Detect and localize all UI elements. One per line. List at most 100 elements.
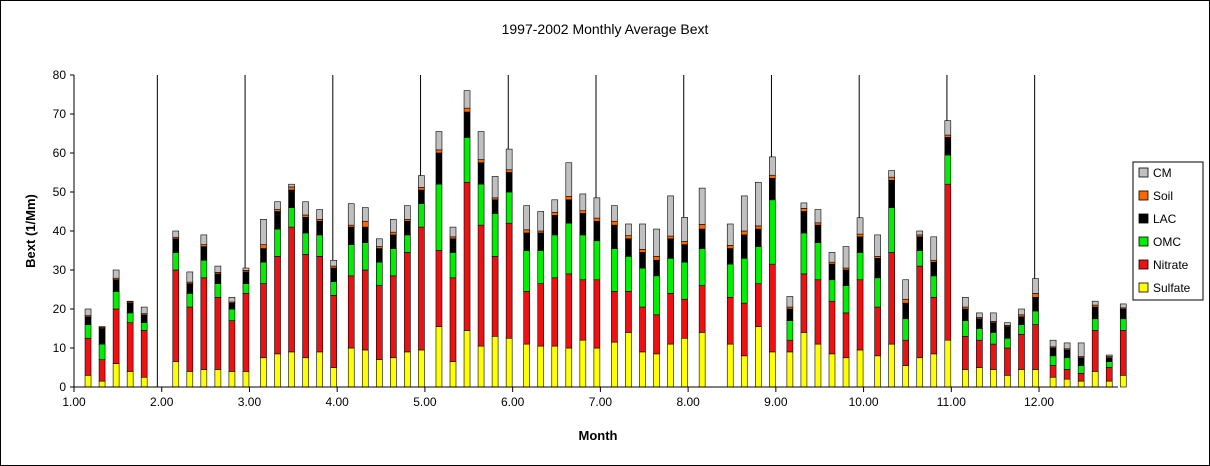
bar-segment-sulfate-46 [754, 326, 762, 388]
bar-segment-soil-38 [639, 249, 646, 253]
bar-segment-soil-42 [698, 224, 706, 230]
bar-segment-omc-49 [800, 232, 808, 275]
bar-segment-omc-19 [361, 242, 369, 271]
bar-segment-sulfate-18 [347, 347, 355, 388]
bar-segment-cm-27 [477, 131, 485, 160]
bar-segment-cm-70 [1105, 354, 1113, 357]
bar-segment-lac-13 [274, 211, 281, 230]
bar-segment-omc-20 [375, 261, 383, 286]
bar-segment-nitrate-2 [112, 308, 120, 364]
bar-segment-omc-67 [1063, 357, 1071, 370]
bar-segment-sulfate-65 [1032, 369, 1039, 388]
bar-segment-cm-50 [814, 209, 822, 224]
bar-segment-cm-6 [172, 230, 180, 238]
bar-segment-cm-46 [754, 181, 762, 227]
bar-segment-soil-36 [611, 220, 618, 226]
bar-segment-nitrate-54 [874, 306, 881, 357]
legend-label-cm: CM [1153, 166, 1172, 180]
bar-segment-cm-10 [228, 296, 236, 303]
bar-segment-sulfate-23 [418, 349, 425, 388]
bar-segment-cm-37 [625, 223, 632, 236]
bar-segment-sulfate-26 [463, 330, 471, 388]
bar-segment-omc-37 [625, 256, 632, 292]
bar-segment-lac-46 [754, 228, 762, 247]
bar-segment-omc-47 [769, 199, 776, 265]
bar-segment-omc-34 [579, 234, 587, 281]
bar-segment-lac-12 [260, 248, 267, 263]
bar-segment-soil-29 [505, 169, 513, 173]
bar-segment-sulfate-48 [786, 351, 794, 388]
bar-segment-omc-1 [98, 343, 106, 361]
bar-segment-nitrate-19 [361, 269, 369, 351]
bar-segment-soil-59 [944, 134, 952, 138]
bar-segment-soil-53 [856, 233, 864, 238]
bar-segment-sulfate-56 [902, 365, 909, 388]
bar-segment-lac-29 [505, 172, 513, 193]
legend-label-lac: LAC [1153, 212, 1177, 226]
bar-segment-sulfate-37 [625, 332, 632, 388]
bar-segment-nitrate-65 [1032, 324, 1039, 370]
bar-segment-nitrate-8 [200, 277, 208, 370]
bar-segment-lac-4 [140, 314, 148, 323]
bar-segment-sulfate-36 [611, 341, 618, 388]
bar-segment-cm-69 [1091, 300, 1099, 306]
bar-segment-lac-26 [463, 111, 471, 138]
bar-segment-nitrate-38 [639, 306, 646, 353]
legend-swatch-cm [1138, 167, 1149, 178]
bar-segment-nitrate-70 [1105, 367, 1113, 382]
bar-segment-omc-58 [930, 275, 938, 298]
bar-segment-omc-4 [140, 322, 148, 331]
bar-segment-lac-17 [330, 267, 337, 282]
bar-segment-nitrate-40 [667, 293, 674, 345]
legend-swatch-soil [1138, 190, 1149, 201]
bar-segment-sulfate-51 [828, 353, 836, 388]
bar-segment-lac-1 [98, 328, 106, 345]
bar-segment-lac-44 [726, 248, 734, 265]
bar-segment-omc-25 [449, 252, 457, 279]
bar-segment-nitrate-59 [944, 183, 952, 341]
bar-segment-cm-67 [1063, 342, 1071, 350]
bar-segment-sulfate-64 [1018, 369, 1025, 388]
bar-segment-cm-18 [347, 203, 355, 226]
bar-segment-lac-35 [593, 220, 601, 242]
bar-segment-cm-9 [214, 265, 222, 273]
bar-segment-cm-22 [404, 205, 411, 220]
bar-segment-nitrate-47 [769, 263, 776, 353]
bar-segment-nitrate-64 [1018, 334, 1025, 370]
bar-segment-nitrate-20 [375, 285, 383, 361]
bar-segment-nitrate-61 [976, 339, 983, 368]
bar-segment-nitrate-31 [537, 283, 545, 347]
bar-segment-omc-39 [653, 275, 660, 316]
bar-segment-soil-30 [523, 229, 530, 234]
bar-segment-omc-42 [698, 248, 706, 286]
bar-segment-cm-57 [916, 230, 924, 236]
bar-segment-omc-22 [404, 234, 411, 253]
bar-segment-nitrate-30 [523, 291, 530, 345]
bar-segment-cm-47 [769, 156, 776, 176]
bar-segment-cm-53 [856, 217, 864, 235]
x-tick-label-3.00: 3.00 [238, 395, 262, 409]
bar-segment-omc-0 [84, 324, 92, 339]
bar-segment-sulfate-19 [361, 349, 369, 388]
bar-segment-cm-3 [126, 300, 134, 303]
bar-segment-sulfate-8 [200, 369, 208, 388]
bar-segment-lac-67 [1063, 349, 1071, 359]
bar-segment-sulfate-11 [242, 371, 250, 388]
bar-segment-cm-23 [418, 175, 425, 188]
legend-box [1132, 161, 1204, 301]
bar-segment-soil-37 [625, 235, 632, 240]
bar-segment-nitrate-48 [786, 339, 794, 353]
bar-segment-sulfate-7 [186, 371, 194, 388]
bar-segment-lac-65 [1032, 296, 1039, 312]
bar-segment-omc-48 [786, 320, 794, 341]
bar-segment-cm-68 [1077, 342, 1085, 357]
bar-segment-soil-49 [800, 208, 808, 212]
bar-segment-sulfate-3 [126, 371, 134, 388]
bar-segment-nitrate-14 [288, 226, 295, 353]
bar-segment-omc-53 [856, 252, 864, 281]
bar-segment-lac-70 [1105, 357, 1113, 362]
bar-segment-nitrate-69 [1091, 330, 1099, 372]
bar-segment-nitrate-10 [228, 320, 236, 372]
x-tick-label-6.00: 6.00 [501, 395, 525, 409]
